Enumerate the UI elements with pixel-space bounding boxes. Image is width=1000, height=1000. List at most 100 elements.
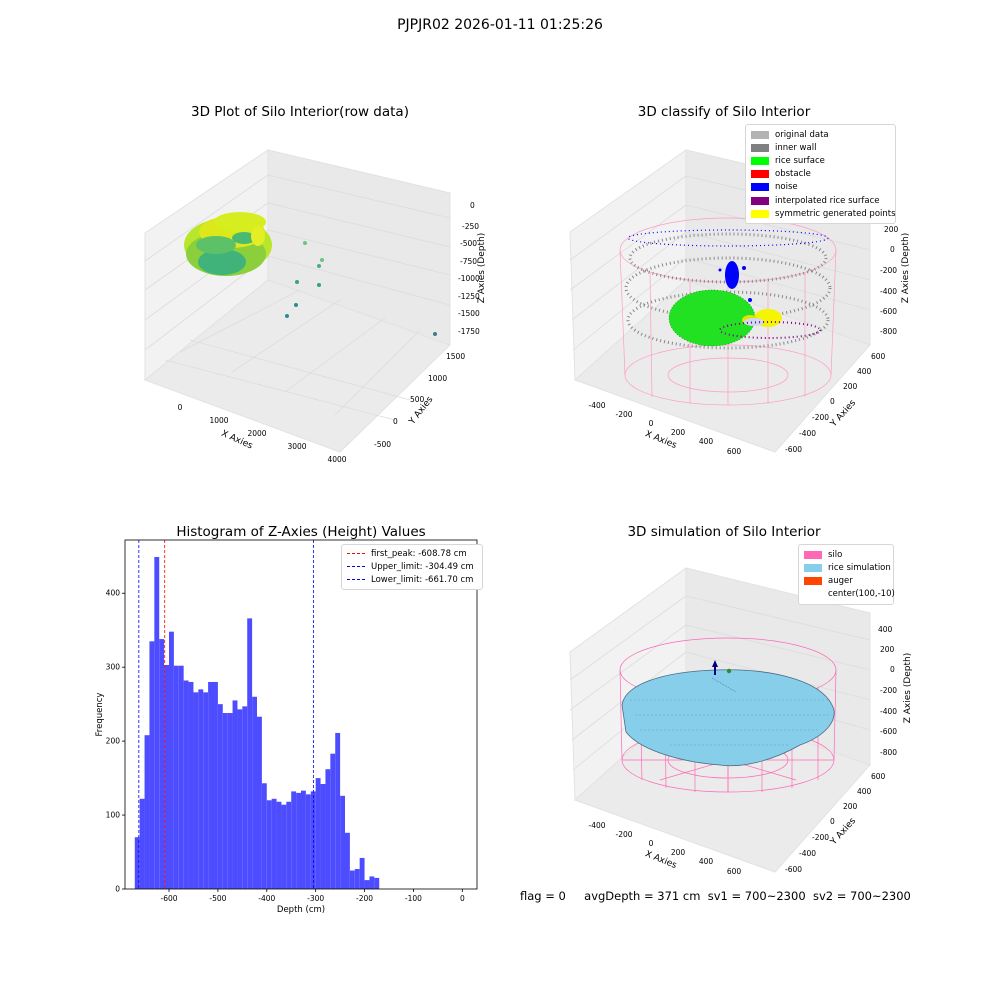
legend-swatch [751,156,769,165]
legend-label: inner wall [775,142,817,153]
sv1-value: sv1 = 700~2300 [707,889,806,903]
plot2-obstacle [744,318,764,326]
histogram-bar [252,696,257,889]
histogram-bar [345,832,350,889]
z-tick-label: 200 [880,645,895,654]
z-tick-label: -400 [880,707,897,716]
z-tick-label: -500 [460,239,477,248]
y-tick-label: -400 [799,429,816,438]
histogram-bar [222,713,228,889]
y-tick-label: -600 [785,445,802,454]
histogram-bar [374,877,380,889]
histogram-bar [315,778,321,889]
histogram-bar [266,800,272,889]
plot1-3d-axes: 0 1000 2000 3000 4000 -500 0 500 1000 15… [144,149,487,464]
y-axis-label: Frequency [95,693,105,737]
legend-entry: inner wall [751,141,890,154]
legend-label: Upper_limit: -304.49 cm [371,561,474,572]
z-tick-label: -800 [880,748,897,757]
y-tick-label: 1500 [446,352,465,361]
x-tick-label: -400 [258,894,275,903]
y-tick-label: -500 [374,440,391,449]
legend-label: auger [828,575,853,586]
histogram-bar [305,794,311,889]
x-tick-label: -100 [405,894,422,903]
legend-swatch [804,550,822,559]
histogram-bar [257,716,262,889]
plot4-title: 3D simulation of Silo Interior [627,524,821,540]
x-tick-label: 200 [671,848,686,857]
legend-swatch [804,576,822,585]
histogram-bar [276,801,282,889]
legend-swatch [804,563,822,572]
plot1-point-cloud [184,212,272,276]
z-tick-label: -400 [880,287,897,296]
y-tick-label: -200 [812,413,829,422]
histogram-bar [213,681,218,889]
histogram-bar [208,681,213,889]
y-tick-label: 1000 [428,374,447,383]
histogram-bar [198,689,204,889]
x-tick-label: 400 [699,437,714,446]
legend-swatch [751,209,769,218]
z-tick-label: 0 [470,201,475,210]
z-tick-label: -200 [880,686,897,695]
histogram-bar [335,732,341,889]
x-tick-label: 0 [649,839,654,848]
legend-entry: symmetric generated points [751,207,896,220]
histogram-legend: first_peak: -608.78 cm Upper_limit: -304… [341,544,483,590]
legend-swatch [751,170,769,179]
histogram-bar [164,664,169,889]
histogram-bar [173,665,179,889]
histogram-bar [340,795,345,889]
histogram-bar [203,692,209,889]
legend-entry: center(100,-10) [804,588,895,601]
flag-value: flag = 0 [520,889,566,903]
histogram-bar [330,753,336,889]
x-tick-label: 600 [727,867,742,876]
histogram-bar [242,706,248,889]
histogram-bar [227,713,233,889]
legend-entry: Upper_limit: -304.49 cm [347,560,477,573]
x-tick-label: -400 [588,821,605,830]
x-tick-label: 0 [178,403,183,412]
y-tick-label: 0 [115,885,120,894]
z-tick-label: 0 [890,665,895,674]
legend-entry: first_peak: -608.78 cm [347,547,477,560]
figure-title: PJPJR02 2026-01-11 01:25:26 [397,17,603,33]
legend-label: symmetric generated points [775,208,896,219]
plot4-rice-simulation [621,669,835,767]
legend-swatch [751,130,769,139]
legend-label: interpolated rice surface [775,195,880,206]
y-tick-label: 0 [830,817,835,826]
plot2-legend: original data inner wall rice surface ob… [745,124,896,225]
x-tick-label: -200 [356,894,373,903]
y-tick-label: 100 [106,811,121,820]
histogram-bar [237,709,243,889]
legend-label: center(100,-10) [828,589,895,600]
z-tick-label: 400 [878,625,893,634]
legend-entry: interpolated rice surface [751,194,890,207]
legend-label: Lower_limit: -661.70 cm [371,574,474,585]
histogram-bar [144,735,150,889]
y-tick-label: 0 [830,397,835,406]
histogram-bar [291,791,297,889]
y-tick-label: 400 [106,589,121,598]
y-tick-label: 600 [871,352,886,361]
legend-entry: Lower_limit: -661.70 cm [347,573,477,586]
plot2-rice-surface [668,289,756,347]
z-tick-label: -200 [880,266,897,275]
histogram-bar [296,792,301,889]
histogram-bar [364,880,370,889]
legend-line [347,566,365,568]
z-tick-label: -750 [460,257,477,266]
x-tick-label: 600 [727,447,742,456]
z-tick-label: -1000 [458,274,480,283]
histogram-bar [261,783,267,889]
histogram-bar [271,798,277,889]
legend-entry: silo [804,548,888,561]
plot1-outliers [285,241,437,336]
y-tick-label: 200 [106,737,121,746]
histogram-bar [183,680,189,889]
histogram-chart: -600 -500 -400 -300 -200 -100 0 0 100 200 300 400 De… [95,539,478,915]
